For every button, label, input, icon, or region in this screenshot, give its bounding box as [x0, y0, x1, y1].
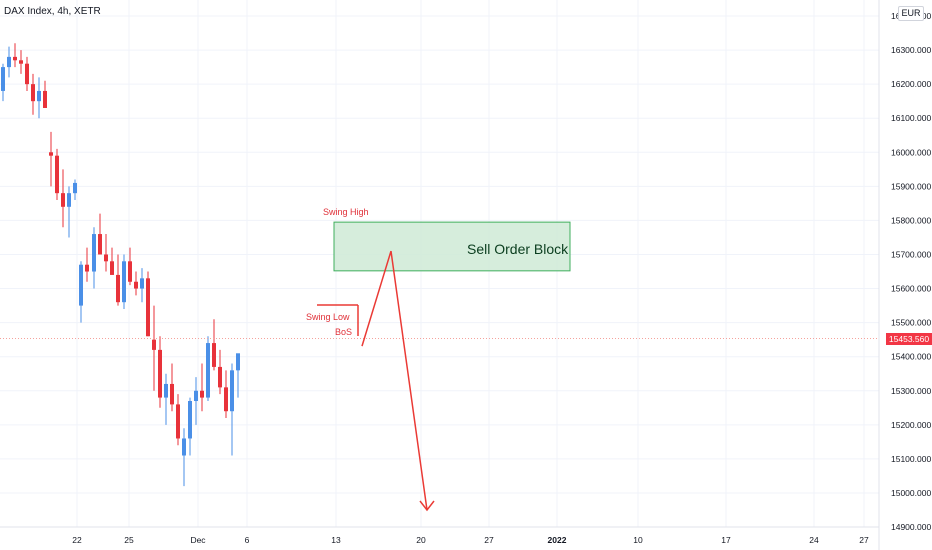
- candle-body: [230, 370, 234, 412]
- candle-body: [104, 254, 108, 262]
- time-tick-label: 10: [633, 535, 643, 545]
- candle-body: [19, 60, 23, 64]
- candle-body: [212, 343, 216, 367]
- candle-body: [236, 353, 240, 371]
- candle-body: [13, 56, 17, 61]
- price-tick-label: 15900.000: [891, 181, 931, 191]
- candle-body: [218, 366, 222, 388]
- last-price-badge: 15453.560: [886, 333, 932, 345]
- price-tick-label: 16300.000: [891, 45, 931, 55]
- time-tick-label: 13: [331, 535, 341, 545]
- time-tick-label: 20: [416, 535, 426, 545]
- time-tick-label: 17: [721, 535, 731, 545]
- candle-body: [92, 234, 96, 272]
- time-tick-label: 27: [859, 535, 869, 545]
- candle-body: [164, 383, 168, 398]
- candle-body: [224, 387, 228, 412]
- price-tick-label: 16000.000: [891, 147, 931, 157]
- time-axis: 22 25 Dec 6 13 20 27 2022 10 17 24 27: [72, 535, 869, 545]
- candle-body: [37, 90, 41, 102]
- bos-label: BoS: [335, 327, 353, 337]
- time-tick-label: 22: [72, 535, 82, 545]
- currency-badge[interactable]: EUR: [898, 6, 924, 21]
- candle-body: [176, 404, 180, 439]
- candle-body: [134, 281, 138, 289]
- time-tick-label: 27: [484, 535, 494, 545]
- price-tick-label: 15200.000: [891, 420, 931, 430]
- price-axis: 14900.000 15000.000 15100.000 15200.000 1530…: [891, 11, 931, 532]
- candle-body: [43, 90, 47, 108]
- price-tick-label: 15300.000: [891, 386, 931, 396]
- projection-arrowhead: [419, 500, 435, 512]
- candle-body: [49, 152, 53, 156]
- candle-body: [182, 438, 186, 456]
- price-tick-label: 15000.000: [891, 488, 931, 498]
- price-tick-label: 15800.000: [891, 215, 931, 225]
- time-tick-label: 2022: [548, 535, 567, 545]
- candle-body: [170, 383, 174, 405]
- candle-body: [61, 193, 65, 207]
- chart-annotations: [0, 221, 879, 512]
- candle-body: [1, 67, 5, 91]
- time-tick-label: Dec: [190, 535, 206, 545]
- candlestick-series: [1, 43, 240, 487]
- swing-low-label: Swing Low: [306, 312, 350, 322]
- order-block-label: Sell Order Block: [467, 241, 569, 257]
- candle-body: [128, 261, 132, 282]
- candle-body: [79, 264, 83, 306]
- order-block-zone: [333, 221, 571, 272]
- time-tick-label: 6: [245, 535, 250, 545]
- swing-high-label: Swing High: [323, 207, 369, 217]
- price-tick-label: 15400.000: [891, 352, 931, 362]
- candle-body: [98, 234, 102, 255]
- candle-body: [200, 390, 204, 398]
- candle-body: [55, 155, 59, 194]
- candle-body: [67, 193, 71, 207]
- candle-body: [206, 343, 210, 398]
- candle-body: [152, 339, 156, 350]
- price-tick-label: 16100.000: [891, 113, 931, 123]
- time-tick-label: 24: [809, 535, 819, 545]
- price-tick-label: 16200.000: [891, 79, 931, 89]
- candle-body: [140, 278, 144, 289]
- price-tick-label: 15600.000: [891, 284, 931, 294]
- symbol-title[interactable]: DAX Index, 4h, XETR: [4, 6, 101, 17]
- candle-body: [188, 400, 192, 439]
- price-tick-label: 15100.000: [891, 454, 931, 464]
- candle-body: [110, 261, 114, 275]
- candle-body: [31, 84, 35, 102]
- price-tick-label: 15700.000: [891, 249, 931, 259]
- candle-body: [25, 63, 29, 85]
- candle-body: [85, 264, 89, 272]
- time-tick-label: 25: [124, 535, 134, 545]
- candle-body: [73, 182, 77, 194]
- projection-path: [361, 250, 428, 511]
- candle-body: [116, 274, 120, 303]
- candle-body: [146, 278, 150, 337]
- price-tick-label: 14900.000: [891, 522, 931, 532]
- candle-body: [122, 261, 126, 303]
- candle-body: [7, 56, 11, 68]
- candle-body: [194, 390, 198, 401]
- candle-body: [158, 349, 162, 398]
- price-tick-label: 15500.000: [891, 318, 931, 328]
